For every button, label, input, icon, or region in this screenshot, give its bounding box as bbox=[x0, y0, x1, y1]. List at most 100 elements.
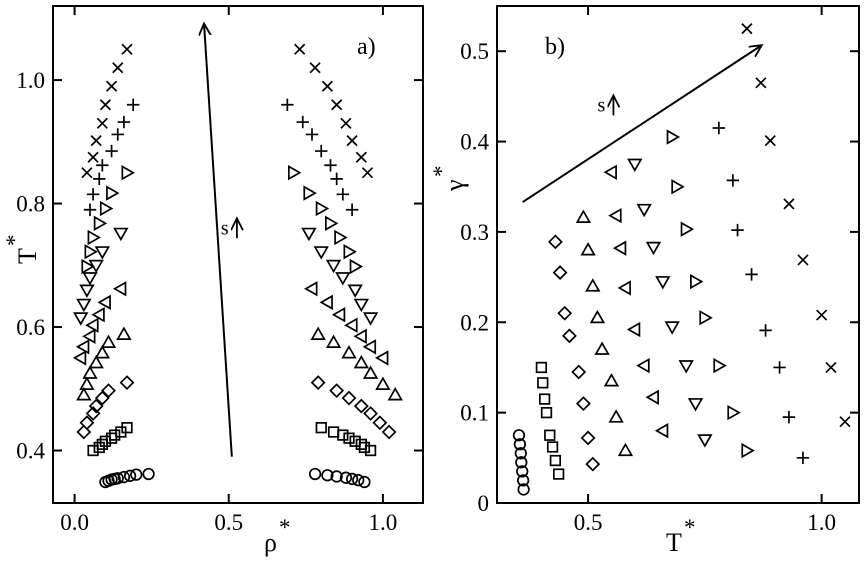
panel-a-point-plus-10 bbox=[305, 128, 319, 141]
panel-b-ytick-label-2: 0.2 bbox=[460, 310, 489, 335]
panel-a-point-circle-13 bbox=[345, 472, 359, 486]
panel-b-point-cross-7 bbox=[839, 416, 851, 428]
panel-a-xtick-label-2: 1.0 bbox=[369, 510, 398, 535]
panel-b-point-diamond-2 bbox=[557, 305, 573, 321]
panel-b-xtick-label-1: 1.0 bbox=[807, 510, 836, 535]
panel-a-point-cross-4 bbox=[99, 99, 112, 111]
panel-a-point-circle-10 bbox=[321, 469, 334, 482]
panel-a-point-triangle-up-4 bbox=[94, 345, 110, 359]
panel-b-point-square-3 bbox=[540, 406, 553, 419]
panel-a-point-square-13 bbox=[355, 438, 367, 450]
panel-b-point-cross-1 bbox=[755, 77, 767, 89]
panel-b-point-plus-0 bbox=[712, 121, 726, 135]
panel-b-point-triangle-up-3 bbox=[589, 309, 606, 324]
panel-a-point-triangle-right-10 bbox=[325, 215, 339, 231]
panel-a-point-cross-3 bbox=[96, 117, 108, 129]
panel-b-y-axis-label-sup: * bbox=[429, 166, 454, 178]
panel-b-point-diamond-3 bbox=[561, 328, 577, 344]
panel-b-point-triangle-down-1 bbox=[636, 203, 652, 218]
panel-a-point-triangle-up-5 bbox=[100, 334, 117, 348]
panel-a-point-plus-9 bbox=[296, 115, 309, 129]
panel-a-point-plus-3 bbox=[96, 159, 109, 172]
panel-a-point-triangle-right-11 bbox=[334, 229, 348, 246]
panel-a-ytick-label-0: 0.4 bbox=[16, 439, 45, 464]
panel-b-point-cross-6 bbox=[825, 361, 837, 374]
panel-a-point-triangle-up-6 bbox=[116, 326, 132, 340]
panel-b-y-axis-title: γ * bbox=[429, 166, 469, 193]
panel-a-point-circle-15 bbox=[358, 475, 371, 489]
panel-a-point-triangle-right-0 bbox=[81, 258, 95, 275]
panel-a-point-cross-9 bbox=[309, 62, 321, 74]
panel-a-point-triangle-up-0 bbox=[76, 387, 92, 401]
panel-a-point-cross-15 bbox=[361, 167, 374, 179]
panel-b-point-triangle-up-2 bbox=[585, 278, 601, 292]
panel-a-point-diamond-12 bbox=[372, 415, 388, 431]
panel-b-point-triangle-down-6 bbox=[687, 398, 704, 412]
panel-b-point-diamond-0 bbox=[547, 234, 563, 250]
panel-b-point-triangle-up-1 bbox=[580, 242, 596, 256]
panel-a-xtick-label-1: 0.5 bbox=[214, 510, 243, 535]
panel-a-point-plus-4 bbox=[105, 144, 118, 158]
panel-b-point-square-4 bbox=[544, 429, 556, 441]
panel-b-point-plus-3 bbox=[745, 268, 758, 281]
panel-b-point-square-1 bbox=[537, 377, 549, 389]
panel-b-point-square-7 bbox=[553, 468, 565, 480]
panel-a-point-circle-12 bbox=[339, 471, 353, 484]
panel-b-point-triangle-up-7 bbox=[617, 442, 634, 457]
panel-a-point-square-10 bbox=[337, 429, 349, 441]
panel-b-point-square-5 bbox=[546, 441, 559, 453]
panel-a-point-cross-0 bbox=[81, 167, 93, 179]
panel-a-point-triangle-right-9 bbox=[315, 200, 330, 217]
panel-a-point-square-0 bbox=[87, 444, 99, 457]
panel-b-point-triangle-down-2 bbox=[645, 241, 662, 256]
panel-a-point-plus-5 bbox=[111, 128, 124, 141]
panel-b-point-plus-1 bbox=[726, 174, 740, 187]
panel-a-y-axis-label: T bbox=[13, 248, 42, 264]
panel-a-point-plus-0 bbox=[83, 203, 97, 216]
panel-b-ytick-label-4: 0.4 bbox=[460, 130, 489, 155]
panel-a-point-cross-6 bbox=[112, 62, 124, 74]
panel-b-point-triangle-down-7 bbox=[697, 434, 713, 448]
panel-a-point-square-3 bbox=[99, 435, 112, 447]
panel-a-point-triangle-left-1 bbox=[75, 339, 90, 355]
panel-a-point-plus-1 bbox=[86, 188, 100, 201]
panel-b-point-diamond-1 bbox=[552, 265, 568, 280]
panel-b-ytick-label-5: 0.5 bbox=[460, 39, 489, 64]
panel-a-plot-frame bbox=[52, 5, 424, 504]
panel-a-point-circle-7 bbox=[130, 468, 143, 481]
panel-b-point-triangle-left-4 bbox=[626, 321, 641, 338]
panel-a-point-square-2 bbox=[96, 438, 108, 450]
panel-b-annotation-s: s bbox=[597, 94, 605, 116]
panel-a-point-triangle-down-7 bbox=[301, 227, 317, 242]
panel-a-point-circle-6 bbox=[123, 469, 137, 482]
panel-a-point-plus-11 bbox=[315, 144, 328, 158]
panel-a-point-triangle-down-11 bbox=[347, 284, 363, 298]
panel-a-point-triangle-down-0 bbox=[73, 312, 89, 326]
panel-a-point-square-1 bbox=[93, 441, 105, 454]
panel-b-point-triangle-right-7 bbox=[741, 442, 755, 459]
panel-b-x-axis-label-sup: * bbox=[684, 515, 696, 540]
panel-a-point-triangle-left-0 bbox=[72, 350, 87, 366]
panel-b-point-square-0 bbox=[535, 361, 548, 374]
panel-a-point-square-11 bbox=[343, 432, 355, 444]
panel-b-plot-frame bbox=[496, 5, 860, 504]
panel-a-point-cross-14 bbox=[355, 151, 367, 163]
panel-a-ytick-label-1: 0.6 bbox=[16, 315, 45, 340]
panel-a-y-axis-label-sup: * bbox=[2, 235, 27, 247]
panel-a-point-square-12 bbox=[349, 435, 361, 447]
panel-b-point-triangle-left-7 bbox=[654, 423, 669, 439]
panel-a-point-cross-8 bbox=[294, 43, 306, 55]
panel-b-point-triangle-right-5 bbox=[713, 357, 727, 374]
panel-b-x-axis-label: T bbox=[666, 528, 682, 557]
panel-a-point-triangle-right-12 bbox=[343, 244, 357, 260]
panel-a-point-triangle-left-10 bbox=[344, 317, 358, 333]
panel-b-point-triangle-left-2 bbox=[612, 240, 627, 256]
panel-a-point-diamond-5 bbox=[101, 383, 116, 399]
panel-a-point-triangle-up-1 bbox=[79, 376, 95, 390]
panel-a-density-temperature: s 0.0 0.5 1.0 0.4 0.6 0.8 1.0 a) ρ * T * bbox=[2, 5, 424, 557]
panel-b-point-circle-2 bbox=[514, 447, 527, 460]
panel-a-point-cross-12 bbox=[340, 117, 352, 129]
panel-a-point-diamond-1 bbox=[79, 415, 95, 431]
panel-a-point-triangle-down-10 bbox=[335, 272, 351, 286]
